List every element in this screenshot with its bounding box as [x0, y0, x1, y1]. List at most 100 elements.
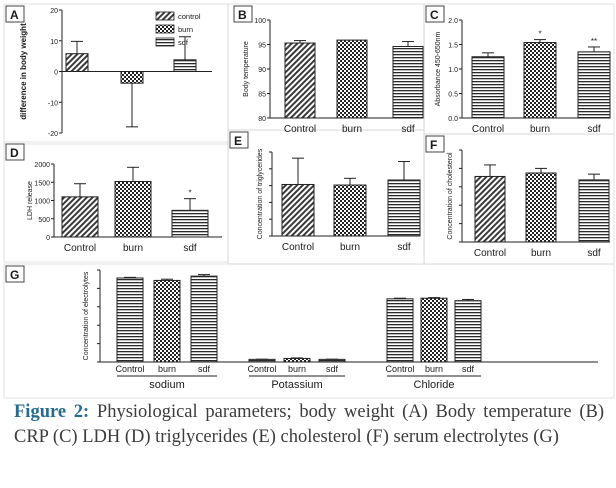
- caption-text: Physiological parameters; body weight (A…: [14, 402, 605, 447]
- panel-D-bar-sdf: [171, 209, 209, 238]
- panel-G-bar-sodium-burn: [153, 279, 181, 363]
- panel-G-xtick-label: Control: [247, 364, 276, 374]
- panel-A-bar-control: [65, 53, 89, 72]
- panel-A-legend-label: burn: [178, 25, 193, 34]
- panel-G-bar-sodium-Control: [116, 277, 144, 363]
- panel-C-xtick-label: sdf: [587, 124, 601, 135]
- panel-G-xtick-label: Control: [115, 364, 144, 374]
- panel-C-ytick-label: 0.5: [448, 92, 458, 99]
- panel-A-legend-swatch: [155, 24, 175, 34]
- panel-B-letter: B: [238, 8, 247, 22]
- panel-E-xtick-label: sdf: [397, 242, 411, 253]
- panel-D-xtick-label: Control: [64, 243, 96, 254]
- panel-D-letter-box: [5, 143, 25, 161]
- panel-C-ytick-label: 2.0: [448, 18, 458, 25]
- caption-label: Figure 2:: [14, 402, 90, 422]
- panel-A-letter-box: [5, 5, 25, 23]
- figure-2: A -20 -10 0 10 20 difference in body weight con…: [3, 3, 615, 399]
- panel-G-xtick-label: burn: [288, 364, 306, 374]
- panel-F-bar-sdf: [578, 179, 610, 243]
- panel-E-letter: E: [234, 134, 242, 148]
- panel-D-letter: D: [10, 146, 19, 160]
- panel-B-xtick-label: burn: [342, 124, 362, 135]
- panel-A-ylabel: difference in body weight: [19, 23, 28, 120]
- panel-E-bar-Control: [281, 183, 315, 237]
- panel-A-legend-label: sdf: [178, 38, 189, 47]
- panel-C-letter: C: [430, 8, 439, 22]
- panel-G-bar-Chloride-sdf: [454, 300, 482, 363]
- panel-E-bar-burn: [333, 184, 367, 237]
- panel-D-xtick-label: burn: [123, 243, 143, 254]
- panel-A-bar-sdf: [173, 59, 197, 72]
- panel-B-bar-burn: [336, 39, 368, 119]
- panel-C-annotation: **: [591, 37, 597, 46]
- panel-A-ytick-label: 20: [50, 8, 58, 15]
- panel-G-bar-Chloride-burn: [420, 297, 448, 363]
- panel-C-ytick-label: 1.5: [448, 43, 458, 50]
- panel-E-xtick-label: burn: [340, 242, 360, 253]
- panel-A-letter: A: [10, 8, 19, 22]
- panel-D-ytick-label: 500: [38, 217, 50, 224]
- panel-G-bar-Potassium-sdf: [318, 358, 346, 363]
- panel-G-letter: G: [10, 268, 19, 282]
- panel-G-xtick-label: burn: [425, 364, 443, 374]
- panel-G-bar-Potassium-Control: [248, 358, 276, 363]
- panel-C-ytick-label: 0.0: [448, 116, 458, 123]
- panel-D-bar-Control: [61, 196, 99, 238]
- panel-B-bar-sdf: [392, 45, 424, 119]
- panel-B-ytick-label: 100: [254, 18, 266, 25]
- panel-E-bar-sdf: [387, 179, 421, 237]
- panel-B-ytick-label: 95: [258, 43, 266, 50]
- panel-C-ylabel: Absorbance 450-650nm: [435, 31, 442, 106]
- panel-D-xtick-label: sdf: [183, 243, 197, 254]
- panel-A-ytick-label: 10: [50, 39, 58, 46]
- panel-frame: [3, 3, 229, 145]
- panel-frame: [3, 263, 615, 399]
- panel-G-xtick-label: Control: [385, 364, 414, 374]
- panel-G-xtick-label: burn: [158, 364, 176, 374]
- panel-C-ytick-label: 1.0: [448, 67, 458, 74]
- figure-caption: Figure 2: Physiological parameters; body…: [14, 400, 604, 450]
- panel-F-ylabel: Concentration of cholesterol: [447, 152, 454, 240]
- panel-C-bar-Control: [471, 56, 505, 119]
- panel-C-xtick-label: Control: [472, 124, 504, 135]
- panel-A-legend-swatch: [155, 37, 175, 47]
- panel-F-letter-box: [425, 135, 445, 153]
- panel-E-letter-box: [229, 131, 249, 149]
- panel-B-letter-box: [233, 5, 253, 23]
- panel-C-letter-box: [425, 5, 445, 23]
- panel-G-xtick-label: sdf: [326, 364, 339, 374]
- panel-F-xtick-label: Control: [474, 248, 506, 259]
- panel-E-xtick-label: Control: [282, 242, 314, 253]
- panel-C-bar-burn: [523, 42, 557, 119]
- panel-B-ytick-label: 80: [258, 116, 266, 123]
- panel-D-ylabel: LDH release: [27, 181, 34, 220]
- panel-G-group-label: sodium: [149, 379, 184, 391]
- panel-B-bar-Control: [284, 42, 316, 119]
- panel-F-bar-Control: [474, 175, 506, 243]
- panel-A-bar-burn: [120, 71, 144, 84]
- panel-A-legend-swatch: [155, 11, 175, 21]
- panel-A-ytick-label: -10: [48, 100, 58, 107]
- panel-G-xtick-label: sdf: [462, 364, 475, 374]
- panel-D-annotation: *: [188, 189, 191, 198]
- panel-F-letter: F: [430, 138, 437, 152]
- panel-G-bar-Potassium-burn: [283, 357, 311, 363]
- panel-F-xtick-label: sdf: [587, 248, 601, 259]
- panel-D-ytick-label: 1000: [34, 199, 50, 206]
- panel-B-xtick-label: Control: [284, 124, 316, 135]
- panel-D-ytick-label: 0: [46, 235, 50, 242]
- panel-C-annotation: *: [538, 30, 541, 39]
- panel-D-ytick-label: 1500: [34, 180, 50, 187]
- panel-G-group-label: Potassium: [271, 379, 322, 391]
- panel-B-ytick-label: 85: [258, 92, 266, 99]
- panel-C-xtick-label: burn: [530, 124, 550, 135]
- panel-G-bar-Chloride-Control: [386, 298, 414, 363]
- panel-F-bar-burn: [525, 172, 557, 243]
- panel-B-ytick-label: 90: [258, 67, 266, 74]
- panel-F-xtick-label: burn: [531, 248, 551, 259]
- panel-G-bar-sodium-sdf: [190, 275, 218, 363]
- panel-G-letter-box: [5, 265, 25, 283]
- panel-B-ylabel: Body temperature: [243, 41, 250, 97]
- panel-A-legend-label: control: [178, 12, 201, 21]
